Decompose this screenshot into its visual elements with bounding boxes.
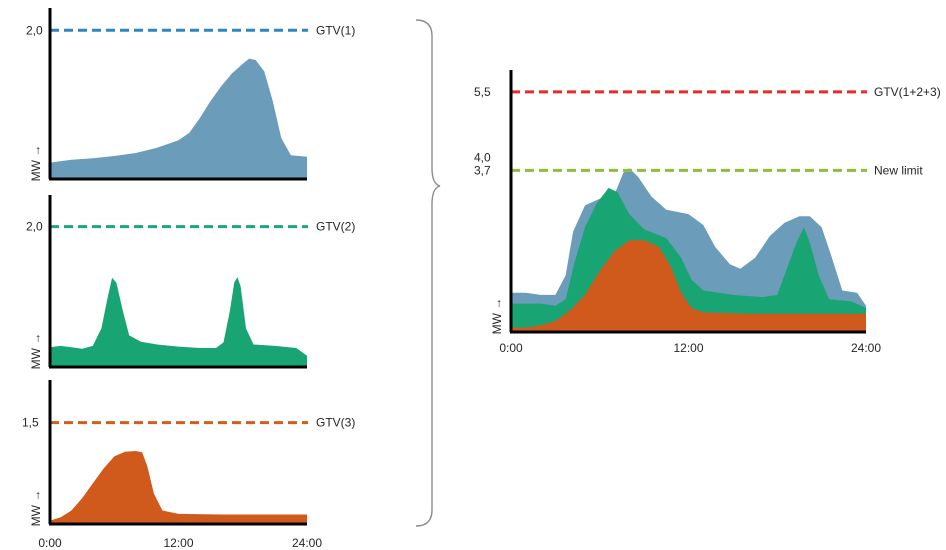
x-tick-label-1: 0:00	[499, 341, 523, 355]
y-tick-label-1: 1,5	[22, 416, 39, 430]
x-tick-label-2: 12:00	[673, 341, 703, 355]
x-tick-label-2: 12:00	[163, 536, 193, 550]
y-tick-label-1: 5,5	[474, 85, 491, 99]
series-area-1	[50, 451, 307, 524]
limit-label-2: New limit	[874, 163, 923, 177]
up-arrow-icon: →	[490, 298, 504, 310]
y-tick-label-3: 3,7	[474, 163, 491, 177]
limit-label-1: GTV(2)	[316, 220, 355, 234]
curly-brace	[415, 19, 441, 527]
up-arrow-icon: →	[29, 333, 43, 345]
x-tick-label-1: 0:00	[38, 536, 62, 550]
y-tick-label-1: 2,0	[26, 23, 43, 37]
y-unit-label: MW →	[29, 490, 43, 527]
chart-panel-1: GTV(1) 2,0 MW →	[26, 8, 355, 181]
grouping-brace	[415, 19, 441, 527]
chart-panel-4: GTV(1+2+3) New limit 5,5 4,03,7 MW → 0:00 12:0…	[474, 70, 941, 355]
limit-label-1: GTV(3)	[316, 416, 355, 430]
series-area-1	[50, 277, 307, 367]
y-unit-label: MW →	[29, 333, 43, 370]
series-area-1	[50, 58, 307, 179]
x-tick-label-3: 24:00	[851, 341, 881, 355]
y-tick-label-1: 2,0	[26, 220, 43, 234]
chart-panel-3: GTV(3) 1,5 MW → 0:00 12:00 24:00	[22, 380, 355, 550]
y-unit-label: MW →	[29, 145, 43, 182]
up-arrow-icon: →	[29, 490, 43, 502]
y-unit-label: MW →	[490, 298, 504, 335]
limit-label-1: GTV(1)	[316, 23, 355, 37]
series-area-3	[511, 240, 866, 332]
limit-label-1: GTV(1+2+3)	[874, 85, 941, 99]
up-arrow-icon: →	[29, 145, 43, 157]
y-tick-label-2: 4,0	[474, 150, 491, 164]
x-tick-label-3: 24:00	[292, 536, 322, 550]
chart-panel-2: GTV(2) 2,0 MW →	[26, 195, 355, 369]
